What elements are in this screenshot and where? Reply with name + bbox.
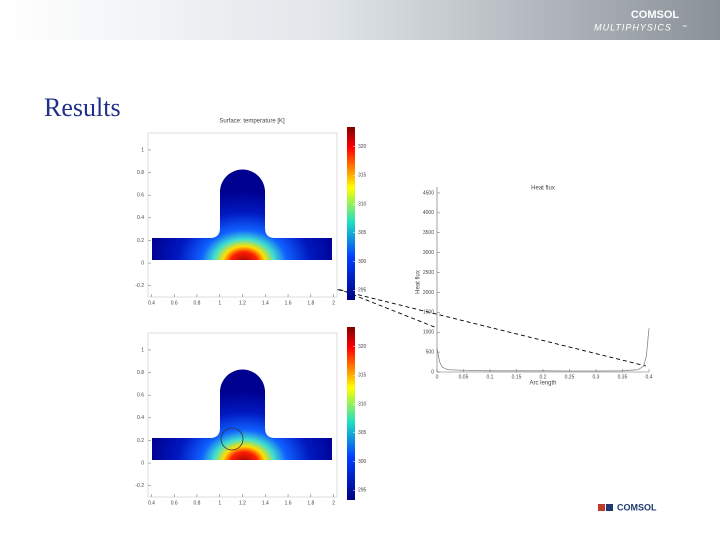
colorbar-tick-label: 300 [358, 259, 367, 265]
footer-logo-mark [606, 504, 613, 511]
x-tick-label: 1 [218, 500, 221, 506]
colorbar-tick-label: 310 [358, 201, 367, 207]
y-tick-label: 1 [141, 147, 144, 153]
plot-title: Heat flux [531, 186, 555, 192]
x-tick-label: 1.2 [239, 300, 246, 306]
y-tick-label: 0 [141, 460, 144, 466]
y-tick-label: 0 [431, 369, 434, 375]
colorbar-tick-label: 295 [358, 488, 367, 494]
colorbar [347, 127, 355, 300]
y-tick-label: 1500 [423, 310, 434, 316]
colorbar-tick-label: 310 [358, 401, 367, 407]
colorbar-tick-label: 300 [358, 459, 367, 465]
y-axis-label: Heat flux [416, 270, 422, 294]
y-tick-label: 0.2 [137, 438, 144, 444]
chart: Heat flux Arc length Heat flux 0 0.05 0.1 0.15… [416, 186, 653, 387]
y-tick-label: 500 [426, 349, 435, 355]
y-tick-label: 0.6 [137, 193, 144, 199]
x-tick-label: 1.2 [239, 500, 246, 506]
x-tick-label: 1.8 [307, 300, 314, 306]
x-tick-label: 0 [436, 374, 439, 380]
x-tick-label: 0.25 [565, 374, 575, 380]
y-tick-label: 0 [141, 260, 144, 266]
header-mark: ™ [682, 24, 687, 30]
y-tick-label: 2000 [423, 290, 434, 296]
x-axis-label: Arc length [529, 381, 556, 387]
y-tick-label: 0.4 [137, 215, 144, 221]
x-tick-label: 0.05 [459, 374, 469, 380]
x-tick-label: 2 [332, 300, 335, 306]
x-tick-label: 0.4 [148, 300, 155, 306]
header-product: MULTIPHYSICS [594, 22, 672, 32]
header-band [0, 0, 720, 40]
footer-brand: COMSOL [617, 502, 657, 512]
x-tick-label: 0.8 [193, 500, 200, 506]
x-tick-label: 0.4 [148, 500, 155, 506]
colorbar [347, 327, 355, 500]
y-tick-label: 4000 [423, 210, 434, 216]
x-tick-label: 0.8 [193, 300, 200, 306]
colorbar-tick-label: 295 [358, 288, 367, 294]
y-tick-label: 1 [141, 347, 144, 353]
y-tick-label: 0.8 [137, 170, 144, 176]
y-tick-label: 1000 [423, 330, 434, 336]
y-tick-label: 0.4 [137, 415, 144, 421]
colorbar-tick-label: 315 [358, 173, 367, 179]
y-tick-label: 0.8 [137, 370, 144, 376]
colorbar-tick-label: 305 [358, 230, 367, 236]
colorbar-tick-label: 315 [358, 373, 367, 379]
y-tick-label: -0.2 [135, 283, 144, 289]
x-tick-label: 0.15 [512, 374, 522, 380]
domain-shape [152, 169, 332, 260]
chart: Surface: temperature [K] 0.4 0.6 0.8 1 1.2 1.4… [135, 119, 366, 307]
x-tick-label: 0.6 [171, 300, 178, 306]
x-tick-label: 0.6 [171, 500, 178, 506]
data-line [436, 328, 650, 372]
y-tick-label: 3000 [423, 250, 434, 256]
footer-logo-mark [598, 504, 605, 511]
y-tick-label: 0.6 [137, 393, 144, 399]
colorbar-tick-label: 320 [358, 344, 367, 350]
y-tick-label: 0.2 [137, 238, 144, 244]
x-tick-label: 0.1 [487, 374, 494, 380]
x-tick-label: 1.8 [307, 500, 314, 506]
colorbar-tick-label: 320 [358, 144, 367, 150]
x-tick-label: 1.4 [262, 300, 269, 306]
highlight-circle [220, 427, 244, 451]
x-tick-label: 1 [218, 300, 221, 306]
colorbar-tick-label: 305 [358, 430, 367, 436]
slide-title: Results [44, 93, 121, 122]
x-tick-label: 1.4 [262, 500, 269, 506]
y-tick-label: -0.2 [135, 483, 144, 489]
y-tick-label: 4500 [423, 190, 434, 196]
x-tick-label: 2 [332, 500, 335, 506]
chart: 0.4 0.6 0.8 1 1.2 1.4 1.6 1.8 2 1 0.8 0.6 0.4 0.2 0 -0.… [135, 327, 367, 506]
plot-area [147, 132, 338, 298]
axis-frame [436, 187, 649, 373]
x-tick-label: 0.35 [618, 374, 628, 380]
x-tick-label: 1.6 [285, 300, 292, 306]
domain-shape [152, 369, 332, 460]
x-tick-label: 0.3 [593, 374, 600, 380]
x-tick-label: 0.4 [646, 374, 653, 380]
plot-title: Surface: temperature [K] [219, 119, 285, 125]
y-tick-label: 2500 [423, 270, 434, 276]
x-tick-label: 1.6 [285, 500, 292, 506]
y-tick-label: 3500 [423, 230, 434, 236]
x-tick-label: 0.2 [540, 374, 547, 380]
header-brand: COMSOL [631, 9, 680, 21]
